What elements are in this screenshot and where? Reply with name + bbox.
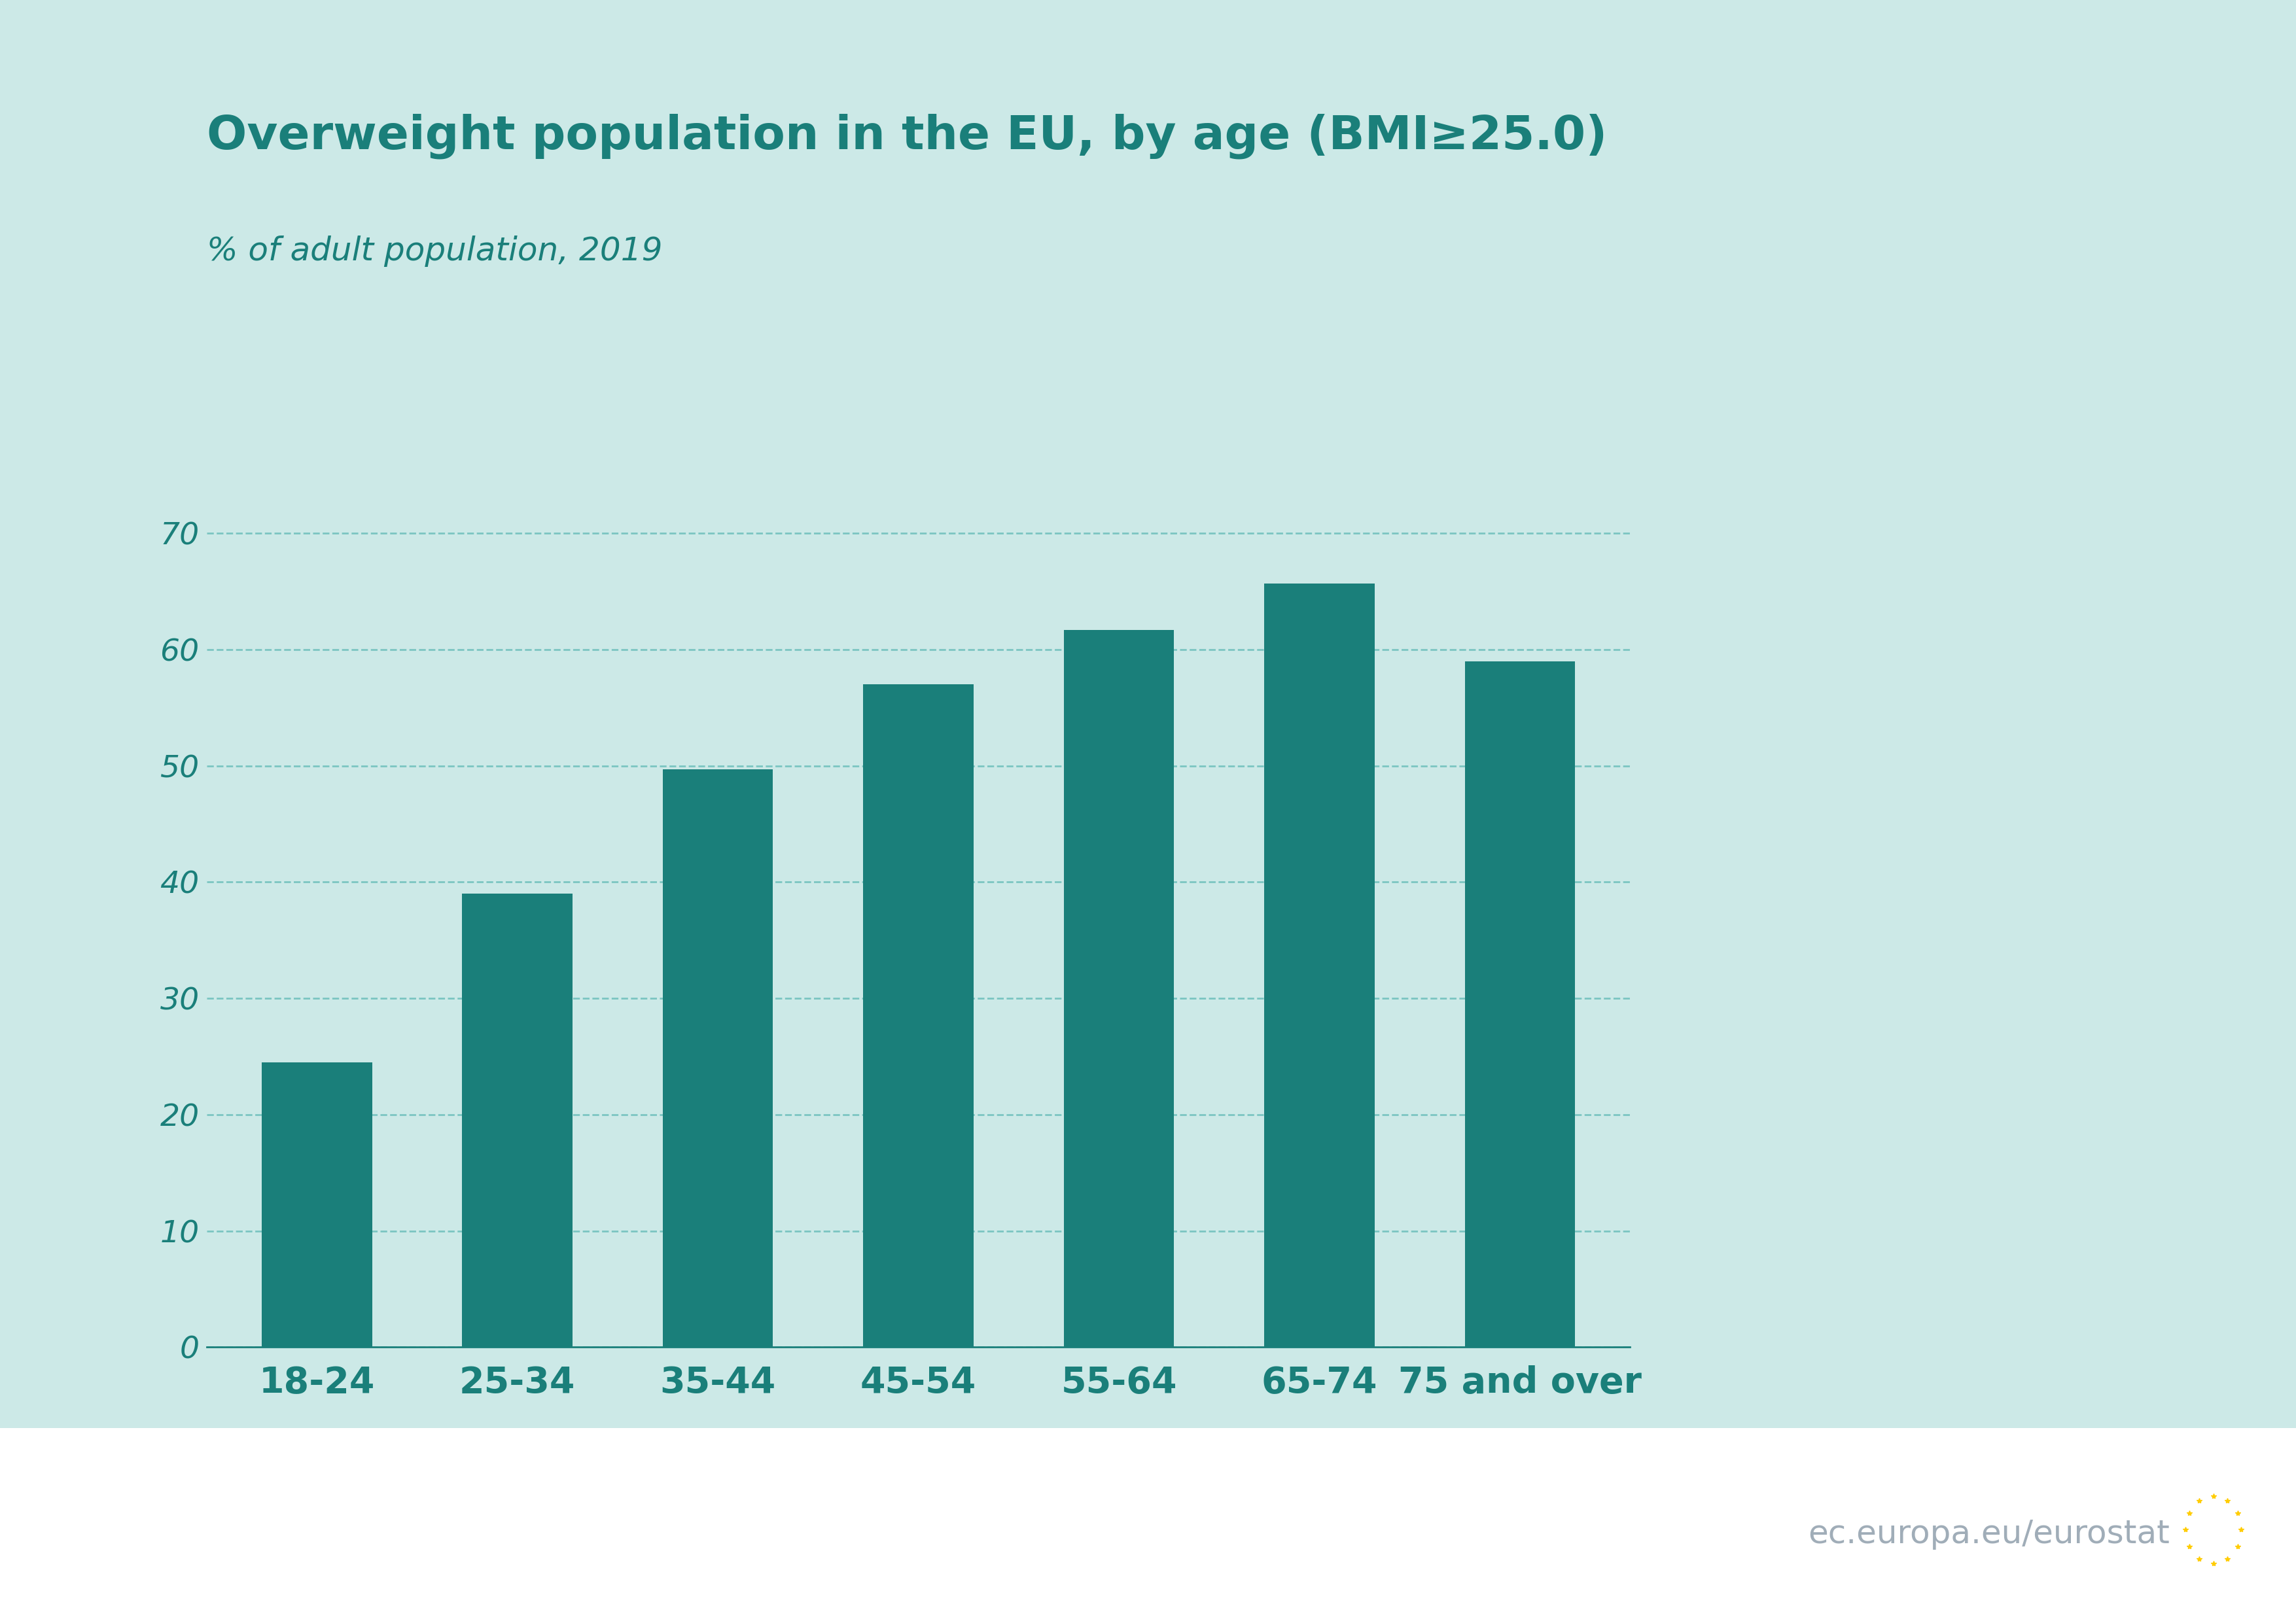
Bar xyxy=(664,769,774,1347)
Text: ec.europa.eu/eurostat: ec.europa.eu/eurostat xyxy=(1807,1518,2170,1550)
Bar xyxy=(1063,630,1173,1347)
Bar xyxy=(262,1063,372,1347)
Bar xyxy=(1465,661,1575,1347)
Text: % of adult population, 2019: % of adult population, 2019 xyxy=(207,235,661,266)
Bar xyxy=(1265,583,1375,1347)
Bar xyxy=(863,685,974,1347)
Text: Overweight population in the EU, by age (BMI≥25.0): Overweight population in the EU, by age … xyxy=(207,114,1607,159)
Bar xyxy=(461,894,572,1347)
